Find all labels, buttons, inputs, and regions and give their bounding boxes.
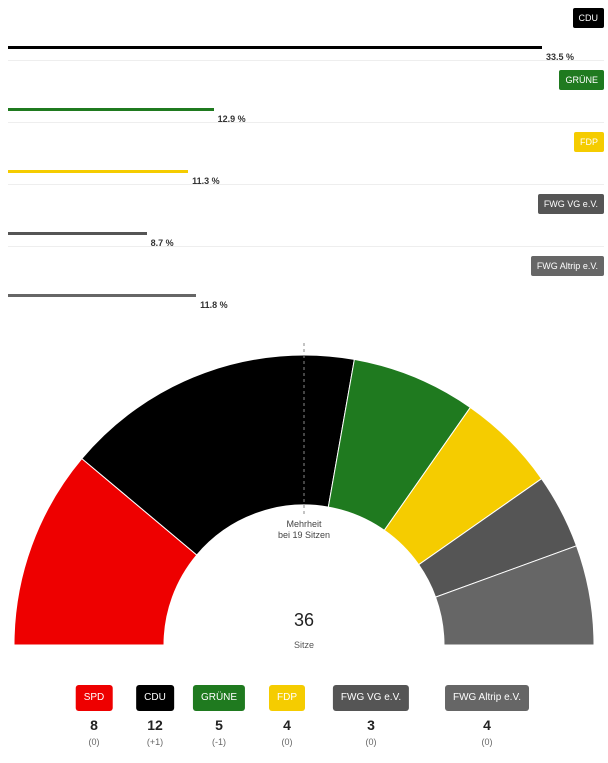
- legend-seat-change: (0): [88, 737, 100, 747]
- legend-item: FWG VG e.V. 3 (0): [332, 685, 410, 747]
- vote-share-bar: [8, 46, 542, 49]
- legend-item: SPD 8 (0): [75, 685, 113, 747]
- legend-item: GRÜNE 5 (-1): [192, 685, 246, 747]
- party-badge: FWG Altrip e.V.: [530, 256, 604, 276]
- vote-share-bar: [8, 232, 147, 235]
- vote-share-label: 33.5 %: [546, 52, 575, 62]
- legend-party-badge: FWG Altrip e.V.: [445, 685, 529, 711]
- vote-share-label: 12.9 %: [217, 114, 246, 124]
- seat-segment: [81, 354, 355, 556]
- legend-seat-count: 12: [147, 717, 163, 733]
- row-separator: [8, 122, 604, 123]
- legend-seat-count: 4: [283, 717, 291, 733]
- majority-label: Mehrheit: [286, 519, 322, 529]
- party-badge: GRÜNE: [559, 70, 604, 90]
- vote-share-bar: [8, 294, 197, 297]
- party-badge: FDP: [574, 132, 604, 152]
- legend-seat-count: 5: [215, 717, 223, 733]
- legend-party-badge: GRÜNE: [192, 685, 246, 711]
- row-separator: [8, 60, 604, 61]
- legend-seat-change: (0): [365, 737, 377, 747]
- legend-seat-change: (0): [481, 737, 493, 747]
- majority-label: bei 19 Sitzen: [278, 530, 330, 540]
- legend-seat-change: (-1): [212, 737, 226, 747]
- vote-share-label: 11.3 %: [192, 176, 220, 186]
- seats-label: Sitze: [294, 640, 314, 650]
- legend-seat-change: (0): [281, 737, 293, 747]
- legend-item: CDU 12 (+1): [136, 685, 174, 747]
- legend-seat-change: (+1): [146, 737, 164, 747]
- seat-segment: [434, 545, 595, 646]
- legend-item: FDP 4 (0): [269, 685, 305, 747]
- vote-share-bar-chart: CDU 33.5 % GRÜNE 12.9 % FDP 11.3 % FWG VG e.V.…: [0, 0, 608, 320]
- row-separator: [8, 246, 604, 247]
- legend-item: FWG Altrip e.V. 4 (0): [445, 685, 529, 747]
- vote-share-label: 8.7 %: [150, 238, 174, 248]
- legend-seat-count: 3: [367, 717, 375, 733]
- party-badge: CDU: [572, 8, 604, 28]
- total-seats: 36: [294, 610, 314, 630]
- vote-share-label: 11.8 %: [200, 300, 228, 310]
- seat-segment: [13, 457, 198, 646]
- legend-party-badge: CDU: [136, 685, 174, 711]
- legend-party-badge: SPD: [75, 685, 113, 711]
- legend-party-badge: FDP: [269, 685, 305, 711]
- vote-share-bar: [8, 108, 214, 111]
- legend-seat-count: 4: [483, 717, 491, 733]
- row-separator: [8, 184, 604, 185]
- legend-party-badge: FWG VG e.V.: [332, 685, 410, 711]
- party-badge: FWG VG e.V.: [537, 194, 604, 214]
- legend-seat-count: 8: [90, 717, 98, 733]
- seat-legend: SPD 8 (0) CDU 12 (+1) GRÜNE 5 (-1) FDP 4 (0) FWG VG …: [0, 685, 608, 760]
- vote-share-bar: [8, 170, 189, 173]
